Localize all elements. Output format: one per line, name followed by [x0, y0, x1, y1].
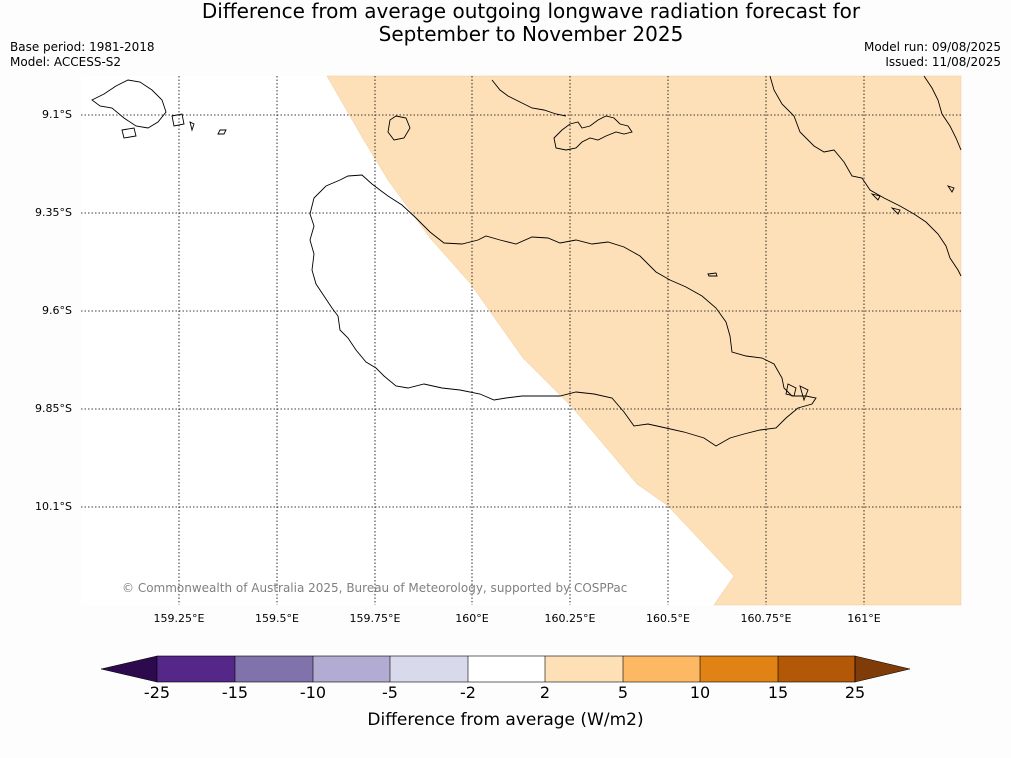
colorbar-tick-10: 10 [689, 683, 711, 702]
issued-date: Issued: 11/08/2025 [885, 55, 1001, 69]
guadalcanal-east-islets [785, 383, 809, 402]
lon-gridlines [178, 76, 865, 605]
small-islet [707, 272, 718, 277]
lon-label-160: 160°E [455, 612, 489, 625]
anomaly-fill-region [326, 75, 962, 606]
model-name: Model: ACCESS-S2 [10, 55, 122, 69]
lat-label-9.6: 9.6°S [42, 304, 72, 317]
lon-label-161: 161°E [847, 612, 881, 625]
colorbar-segment-3 [313, 656, 390, 682]
meta-right: Model run: 09/08/2025 Issued: 11/08/2025 [864, 40, 1001, 70]
russell-islands-coastline [91, 79, 167, 129]
colorbar-segment-5 [468, 656, 545, 682]
colorbar-segment-7 [623, 656, 700, 682]
lon-label-160.75: 160.75°E [740, 612, 792, 625]
florida-islands-coastline [553, 115, 633, 151]
title-line-1: Difference from average outgoing longwav… [201, 0, 861, 23]
colorbar-over-triangle [854, 655, 911, 683]
russell-islets [121, 113, 227, 139]
coastlines [91, 75, 962, 447]
colorbar-tick--15: -15 [221, 683, 249, 702]
colorbar-segment-2 [235, 656, 313, 682]
lon-label-160.25: 160.25°E [544, 612, 596, 625]
lat-label-10.1: 10.1°S [35, 500, 72, 513]
colorbar-title: Difference from average (W/m2) [367, 710, 644, 730]
colorbar-segment-9 [778, 656, 855, 682]
copyright-notice: © Commonwealth of Australia 2025, Bureau… [122, 581, 628, 595]
colorbar-under-triangle [100, 655, 158, 683]
colorbar-segment-6 [545, 656, 623, 682]
colorbar-segment-8 [700, 656, 778, 682]
small-malaita-islets [870, 185, 955, 215]
guadalcanal-coastline [309, 174, 817, 447]
lon-label-159.25: 159.25°E [153, 612, 205, 625]
base-period: Base period: 1981-2018 [10, 40, 155, 54]
colorbar [100, 655, 911, 683]
colorbar-tick--10: -10 [299, 683, 327, 702]
model-run: Model run: 09/08/2025 [863, 40, 1001, 54]
malaita-east-coast [923, 75, 962, 151]
meta-left: Base period: 1981-2018 Model: ACCESS-S2 [10, 40, 155, 70]
lon-label-160.5: 160.5°E [646, 612, 690, 625]
colorbar-tick-25: 25 [844, 683, 866, 702]
lon-label-159.75: 159.75°E [349, 612, 401, 625]
colorbar-tick--25: -25 [143, 683, 171, 702]
title-line-2: September to November 2025 [378, 22, 684, 46]
lat-label-9.35: 9.35°S [35, 206, 72, 219]
lat-label-9.1: 9.1°S [42, 108, 72, 121]
florida-islands-north [491, 79, 567, 117]
savo-island-coastline [387, 115, 411, 141]
map-title: Difference from average outgoing longwav… [0, 0, 1011, 46]
malaita-coastline [769, 75, 962, 277]
colorbar-tick-5: 5 [617, 683, 629, 702]
lat-label-9.85: 9.85°S [35, 402, 72, 415]
colorbar-tick--2: -2 [460, 683, 476, 702]
colorbar-tick-2: 2 [539, 683, 551, 702]
colorbar-segment-4 [390, 656, 468, 682]
colorbar-segment-1 [157, 656, 235, 682]
colorbar-tick--5: -5 [382, 683, 398, 702]
colorbar-tick-15: 15 [767, 683, 789, 702]
lon-label-159.5: 159.5°E [255, 612, 299, 625]
